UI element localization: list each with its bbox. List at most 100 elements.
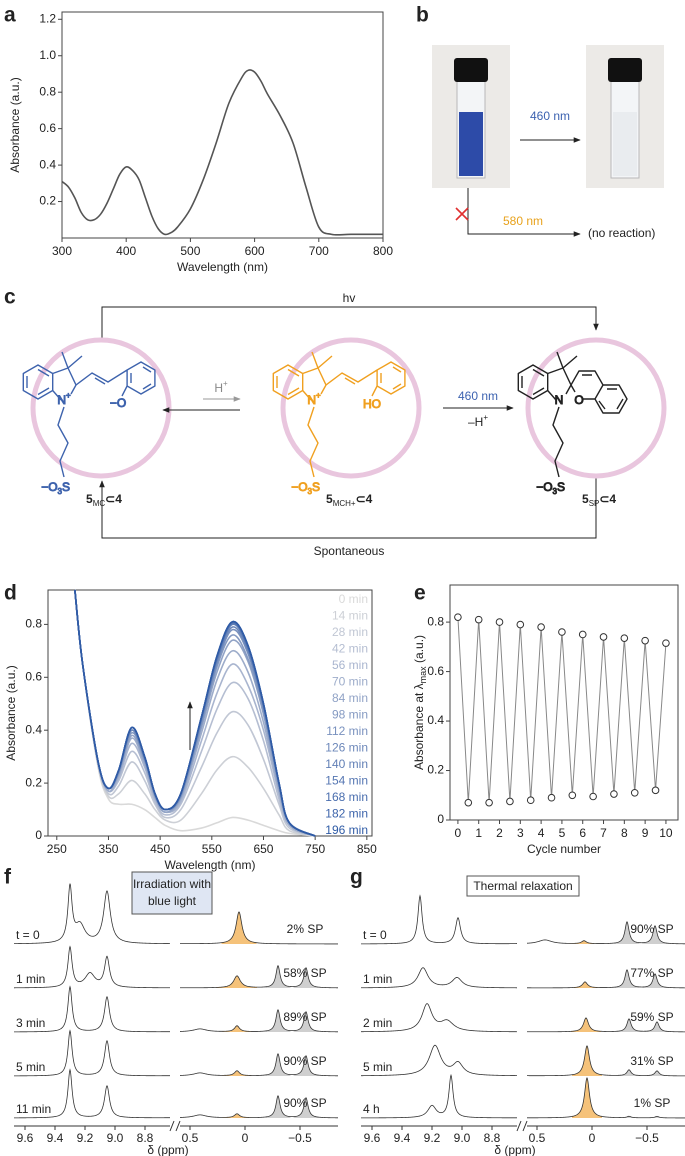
peak-fill: [217, 976, 257, 988]
host-ring: [525, 337, 667, 479]
atom: −O: [291, 480, 307, 494]
x-tick-label: 9.6: [17, 1131, 34, 1145]
plot-frame: [449, 584, 679, 821]
nmr-trace: [14, 1068, 339, 1119]
bracket-arrow: [101, 306, 599, 338]
y-tick-label: 1.0: [39, 48, 56, 62]
panel-label: c: [4, 286, 16, 309]
label-part: 5: [86, 492, 93, 506]
x-tick-label: 550: [202, 842, 222, 856]
x-tick-label: 500: [180, 244, 200, 258]
row-percent: 89% SP: [283, 1010, 326, 1024]
peak-fill: [265, 1096, 291, 1118]
vial-photo: [586, 45, 664, 188]
x-tick-label: 450: [150, 842, 170, 856]
structure: [517, 351, 628, 478]
subscript: 3: [308, 487, 313, 496]
data-point: [464, 798, 473, 807]
x-tick-label: 350: [98, 842, 118, 856]
nmr-trace: [361, 1073, 685, 1119]
vial-liquid: [459, 112, 483, 176]
blocked-mark: [455, 207, 469, 221]
row-percent: 90% SP: [630, 922, 673, 936]
x-tick-label: 5: [559, 826, 566, 840]
y-tick-label: 0.4: [25, 722, 42, 736]
nmr-trace: [360, 967, 685, 989]
data-point: [578, 630, 587, 639]
arrow: [467, 188, 581, 237]
structure: [272, 351, 406, 478]
x-tick-label: 9.0: [107, 1131, 124, 1145]
x-tick-label: 9.0: [454, 1131, 471, 1145]
subscript: 3: [553, 487, 558, 496]
legend-entry: 126 min: [325, 741, 368, 755]
y-tick-label: 0.8: [427, 614, 444, 628]
legend-entry: 42 min: [332, 642, 368, 656]
atom-label: HO: [363, 397, 381, 411]
data-point: [506, 797, 514, 806]
data-point: [662, 639, 670, 647]
compound-label: 5MC⊂4: [86, 492, 122, 508]
arrow-label: 460 nm: [458, 389, 498, 403]
data-point: [485, 798, 493, 807]
y-tick-label: 1.2: [39, 11, 56, 25]
atom: −O: [41, 480, 57, 494]
x-tick-label: 0: [589, 1131, 596, 1145]
x-tick-label: 0.5: [182, 1131, 199, 1145]
axis-break: [169, 1120, 181, 1132]
data-point: [495, 618, 504, 626]
row-percent: 77% SP: [630, 966, 673, 980]
data-point: [516, 620, 525, 629]
x-tick-label: 0: [455, 826, 462, 840]
row-label: 3 min: [16, 1016, 45, 1030]
plot-frame: [47, 589, 373, 837]
annotation-box: [131, 871, 213, 915]
data-point: [454, 613, 462, 621]
host-ring: [30, 337, 172, 479]
panel-label: b: [416, 4, 429, 27]
x-tick-label: 9: [642, 826, 649, 840]
data-point: [474, 615, 483, 624]
subscript: MCH+: [333, 499, 356, 508]
atom: S: [62, 480, 70, 494]
y-axis-label: Absorbance at λmax (a.u.): [412, 635, 428, 770]
label-part: 5: [582, 492, 589, 506]
label-part: H: [214, 381, 223, 395]
annotation: blue light: [148, 894, 197, 908]
x-tick-label: 9.6: [364, 1131, 381, 1145]
data-line: [61, 69, 383, 236]
label-part: ⊂4: [105, 492, 122, 506]
label-part: ⊂4: [356, 492, 373, 506]
peak-fill: [293, 968, 319, 988]
peak-fill: [642, 974, 668, 988]
subscript: SP: [589, 499, 600, 508]
label-part: (a.u.): [412, 635, 426, 666]
x-tick-label: 400: [116, 244, 136, 258]
atom-label: −O: [110, 396, 126, 410]
nmr-trace: [14, 1029, 339, 1077]
atom-label: N+: [307, 391, 321, 407]
x-tick-label: 10: [659, 826, 673, 840]
peak-fill: [644, 1071, 670, 1076]
row-percent: 59% SP: [630, 1010, 673, 1024]
y-tick-label: 0: [35, 828, 42, 842]
x-tick-label: 8.8: [484, 1131, 501, 1145]
molecule: N+ −O −O3S: [22, 351, 156, 497]
nmr-trace: [360, 1003, 685, 1033]
arrow-label: –H+: [468, 413, 488, 429]
legend-entry: 56 min: [332, 658, 368, 672]
plot-frame: [61, 11, 384, 239]
atom-label: N+: [57, 391, 71, 407]
x-tick-label: 9.4: [394, 1131, 411, 1145]
legend-entry: 112 min: [326, 724, 368, 738]
row-label: 4 h: [363, 1102, 380, 1116]
arrow-label: H+: [214, 379, 228, 395]
x-tick-label: −0.5: [635, 1131, 659, 1145]
atom-label: O: [574, 393, 583, 407]
charge: +: [316, 391, 321, 400]
row-percent: 58% SP: [283, 966, 326, 980]
compound-label: 5SP⊂4: [582, 492, 616, 508]
data-line: [74, 589, 316, 837]
x-tick-label: 8.8: [137, 1131, 154, 1145]
peak-fill: [265, 1054, 291, 1076]
